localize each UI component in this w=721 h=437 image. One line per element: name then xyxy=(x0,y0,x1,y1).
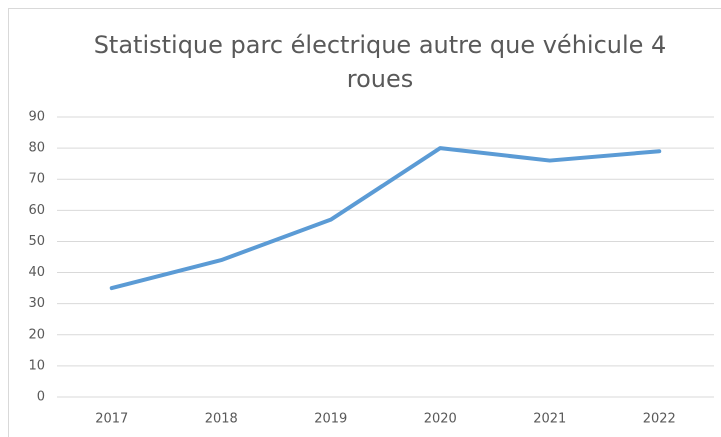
chart-title: Statistique parc électrique autre que vé… xyxy=(93,31,667,93)
x-tick-label: 2019 xyxy=(314,412,347,427)
y-tick-label: 0 xyxy=(37,390,45,405)
y-tick-label: 60 xyxy=(28,203,45,218)
x-tick-label: 2021 xyxy=(533,412,566,427)
y-tick-label: 70 xyxy=(28,172,45,187)
x-tick-label: 2017 xyxy=(95,412,128,427)
y-tick-label: 20 xyxy=(28,327,45,342)
x-tick-label: 2018 xyxy=(205,412,238,427)
x-tick-label: 2020 xyxy=(424,412,457,427)
x-tick-label: 2022 xyxy=(643,412,676,427)
y-tick-label: 10 xyxy=(28,358,45,373)
y-tick-label: 30 xyxy=(28,296,45,311)
y-tick-label: 50 xyxy=(28,234,45,249)
y-tick-label: 40 xyxy=(28,265,45,280)
chart-frame xyxy=(8,8,721,437)
y-tick-label: 80 xyxy=(28,141,45,156)
data-line xyxy=(109,146,662,291)
y-tick-label: 90 xyxy=(28,110,45,125)
